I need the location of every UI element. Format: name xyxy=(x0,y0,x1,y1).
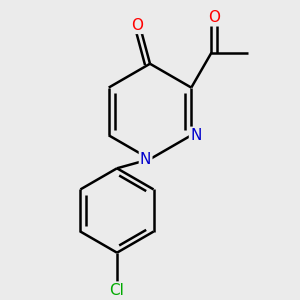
Text: Cl: Cl xyxy=(110,283,124,298)
Text: O: O xyxy=(131,18,143,33)
Text: O: O xyxy=(208,10,220,25)
Text: N: N xyxy=(190,128,201,143)
Text: N: N xyxy=(140,152,151,166)
